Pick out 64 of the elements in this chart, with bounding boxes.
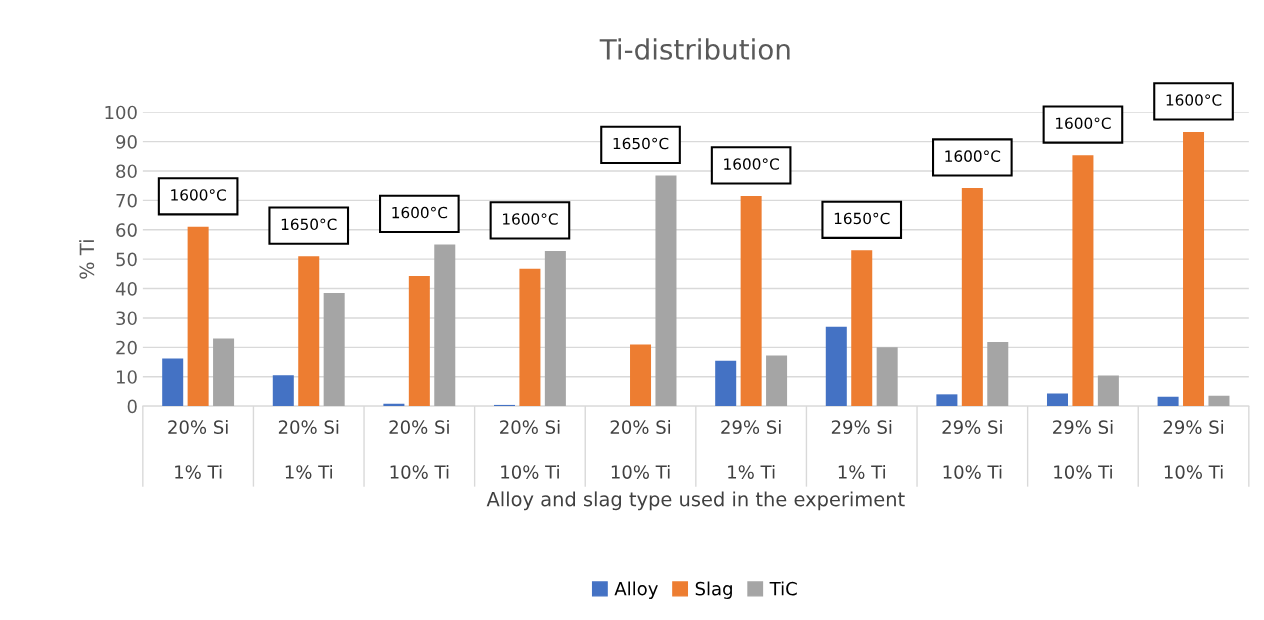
category-label: 29% Si 1% Ti <box>831 419 892 479</box>
category-label: 20% Si 10% Ti <box>500 419 560 479</box>
bar <box>519 268 541 407</box>
bar <box>715 360 737 407</box>
category-label: 20% Si 1% Ti <box>278 419 339 479</box>
legend-label: Alloy <box>614 581 658 599</box>
bar <box>851 250 873 407</box>
y-tick-label: 0 <box>127 399 137 414</box>
annotation: 1650°C <box>834 212 890 225</box>
bar <box>825 326 847 407</box>
category-label: 29% Si 10% Ti <box>942 419 1002 479</box>
y-axis-title: % Ti <box>79 240 95 279</box>
annotation: 1600°C <box>503 213 558 225</box>
bar <box>213 338 235 407</box>
bar <box>187 226 209 407</box>
bar <box>1072 155 1094 407</box>
bar <box>1183 131 1205 407</box>
bar <box>1046 393 1068 407</box>
category-label: 20% Si 10% Ti <box>610 419 671 479</box>
y-tick-label: 80 <box>116 164 137 179</box>
bar <box>162 358 184 407</box>
bar <box>1097 375 1119 407</box>
annotation: 1600°C <box>1056 117 1111 129</box>
category-label: 20% Si 1% Ti <box>168 419 228 479</box>
bar <box>544 250 566 407</box>
bar <box>272 375 294 407</box>
y-tick-label: 30 <box>116 311 137 326</box>
annotation: 1600°C <box>724 158 779 170</box>
category-label: 29% Si 10% Ti <box>1053 419 1113 479</box>
y-tick-label: 70 <box>116 193 137 208</box>
chart-title: Ti-distribution <box>599 38 790 60</box>
bar <box>323 292 345 407</box>
annotation: 1600°C <box>945 150 1001 162</box>
bar <box>298 256 320 407</box>
annotation: 1600°C <box>171 189 226 201</box>
bar <box>408 275 430 407</box>
legend-label: TiC <box>769 581 797 596</box>
bar <box>740 195 762 407</box>
category-label: 20% Si 10% Ti <box>389 419 449 479</box>
annotation: 1650°C <box>613 137 669 150</box>
bar <box>1157 396 1179 407</box>
y-tick-label: 50 <box>116 252 137 267</box>
bar <box>961 188 983 407</box>
annotation: 1650°C <box>281 218 337 231</box>
bar <box>434 244 456 407</box>
bar <box>987 342 1009 407</box>
bar <box>876 347 898 407</box>
y-tick-label: 20 <box>116 340 137 355</box>
y-tick-label: 40 <box>115 282 137 296</box>
category-label: 29% Si 10% Ti <box>1163 419 1224 479</box>
y-tick-label: 10 <box>116 370 137 384</box>
bar <box>936 394 958 407</box>
y-tick-label: 100 <box>105 105 137 120</box>
bar <box>766 355 788 407</box>
y-tick-label: 90 <box>116 135 137 149</box>
bar <box>1208 395 1230 407</box>
x-axis-title: Alloy and slag type used in the experiment <box>486 491 905 511</box>
y-tick-label: 60 <box>116 223 137 237</box>
bar <box>630 344 652 407</box>
bar <box>655 175 677 407</box>
category-label: 29% Si 1% Ti <box>721 419 781 479</box>
text: 1600°C <box>1166 94 1222 106</box>
legend-label: Slag <box>695 581 732 599</box>
annotation: 1600°C <box>392 206 448 219</box>
